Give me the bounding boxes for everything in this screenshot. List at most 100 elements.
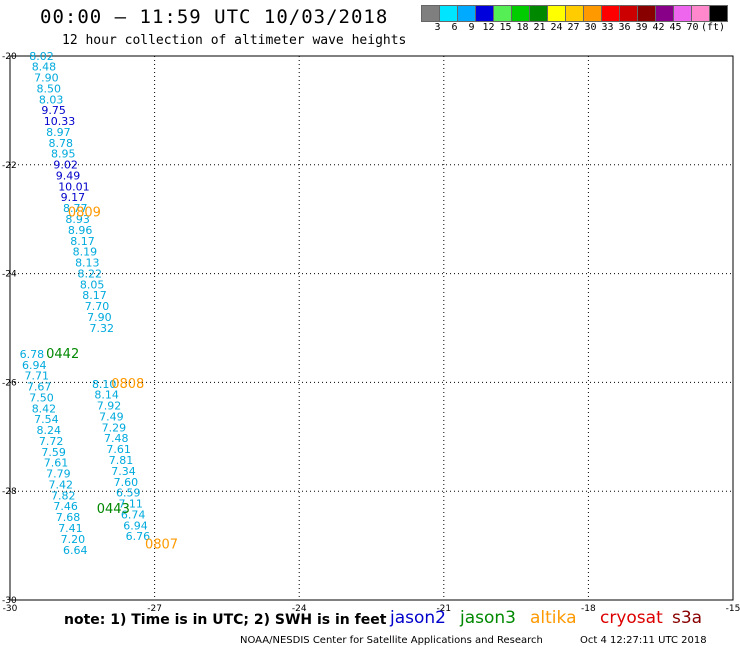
legend-label: 27: [567, 22, 580, 33]
wave-height-value: 6.78: [20, 348, 45, 361]
wave-height-value: 8.10: [92, 378, 117, 391]
legend-label: 18: [516, 22, 529, 33]
wave-height-value: 8.96: [68, 224, 93, 237]
wave-height-value: 8.48: [32, 61, 57, 74]
wave-height-value: 7.60: [114, 476, 139, 489]
legend-label: 21: [533, 22, 546, 33]
credit-text: NOAA/NESDIS Center for Satellite Applica…: [240, 635, 543, 646]
wave-height-value: 7.48: [104, 432, 128, 445]
credit-footer: NOAA/NESDIS Center for Satellite Applica…: [240, 635, 707, 646]
wave-height-value: 8.97: [46, 126, 71, 139]
pass-time-label: 0442: [46, 347, 79, 362]
wave-height-value: 6.76: [126, 530, 150, 543]
wave-height-value: 8.02: [29, 50, 53, 63]
map-title: 00:00 – 11:59 UTC 10/03/2018: [40, 6, 389, 28]
footnote: note: 1) Time is in UTC; 2) SWH is in fe…: [64, 612, 387, 628]
x-tick-label: -30: [3, 604, 18, 614]
y-tick-label: -20: [2, 52, 17, 62]
wave-height-value: 7.11: [118, 498, 143, 511]
wave-height-value: 8.93: [65, 213, 90, 226]
wave-height-value: 8.14: [94, 389, 119, 402]
wave-height-value: 9.17: [61, 191, 86, 204]
wave-height-value: 8.22: [77, 267, 102, 280]
wave-height-value: 7.50: [29, 391, 53, 404]
wave-height-value: 8.13: [75, 257, 100, 270]
generated-date: Oct 4 12:27:11 UTC 2018: [580, 635, 707, 646]
color-legend-labels: 3 6 9 12 15 18 21 24 27 30 33 36 39 42 45 70 (ft): [421, 22, 740, 36]
pass-time-label: 0443: [97, 502, 130, 517]
pass-time-label: 0809: [68, 205, 101, 220]
x-tick-label: -18: [581, 604, 596, 614]
wave-height-value: 8.17: [82, 289, 107, 302]
wave-height-value: 7.92: [97, 400, 122, 413]
satellite-label: s3a: [672, 608, 703, 628]
wave-height-value: 8.24: [37, 424, 62, 437]
wave-height-value: 7.79: [46, 468, 71, 481]
wave-height-value: 7.32: [90, 322, 115, 335]
wave-height-value: 9.49: [56, 169, 81, 182]
map-subtitle: 12 hour collection of altimeter wave hei…: [62, 33, 407, 48]
pass-time-label: 0808: [111, 377, 144, 392]
legend-label: 6: [451, 22, 458, 33]
wave-height-value: 6.64: [63, 544, 88, 557]
wave-height-value: 9.02: [53, 159, 78, 172]
wave-height-value: 6.94: [123, 519, 147, 532]
legend-label: 9: [468, 22, 475, 33]
legend-swatch: [709, 5, 728, 22]
wave-height-value: 7.61: [106, 443, 130, 456]
wave-height-value: 7.59: [41, 446, 66, 459]
legend-label: 36: [618, 22, 631, 33]
wave-height-value: 8.03: [39, 93, 64, 106]
wave-height-value: 7.49: [99, 410, 124, 423]
wave-height-value: 7.20: [61, 533, 86, 546]
legend-label: 30: [584, 22, 597, 33]
color-legend: [421, 5, 728, 22]
x-tick-label: -24: [292, 604, 307, 614]
legend-label: 45: [669, 22, 682, 33]
legend-label: 39: [635, 22, 648, 33]
wave-height-value: 8.95: [51, 148, 76, 161]
wave-height-value: 7.42: [49, 478, 73, 491]
legend-label: 42: [652, 22, 665, 33]
legend-label: 33: [601, 22, 614, 33]
x-tick-label: -15: [726, 604, 740, 614]
y-tick-label: -28: [2, 487, 17, 497]
wave-height-value: 7.71: [24, 370, 49, 383]
wave-height-value: 6.59: [116, 487, 141, 500]
map-frame: [9, 55, 734, 601]
wave-height-value: 8.42: [32, 402, 57, 415]
wave-height-value: 8.77: [63, 202, 88, 215]
wave-height-value: 7.46: [53, 500, 78, 513]
wave-height-value: 7.90: [87, 311, 112, 324]
wave-height-value: 7.70: [85, 300, 110, 313]
y-tick-label: -30: [2, 596, 17, 606]
legend-label: 70: [686, 22, 699, 33]
satellite-label: cryosat: [600, 608, 663, 628]
wave-height-value: 8.19: [73, 246, 98, 259]
y-tick-label: -26: [2, 378, 17, 388]
wave-height-value: 7.34: [111, 465, 136, 478]
satellite-label: jason2: [390, 608, 446, 628]
wave-height-value: 7.54: [34, 413, 59, 426]
wave-height-value: 10.33: [44, 115, 76, 128]
y-tick-label: -22: [2, 161, 17, 171]
wave-height-value: 8.05: [80, 278, 105, 291]
legend-label: 12: [482, 22, 495, 33]
wave-height-value: 7.41: [58, 522, 82, 535]
legend-label: (ft): [701, 22, 726, 33]
x-tick-label: -21: [436, 604, 451, 614]
wave-height-value: 8.50: [37, 82, 62, 95]
legend-label: 15: [499, 22, 512, 33]
wave-height-value: 6.74: [121, 508, 146, 521]
pass-time-label: 0807: [145, 537, 178, 552]
wave-height-value: 7.29: [102, 421, 127, 434]
satellite-label: jason3: [460, 608, 516, 628]
wave-height-value: 8.78: [49, 137, 73, 150]
y-tick-label: -24: [2, 270, 17, 280]
wave-height-value: 8.17: [70, 235, 95, 248]
wave-height-value: 9.75: [41, 104, 66, 117]
satellite-label: altika: [530, 608, 577, 628]
wave-height-value: 7.67: [27, 381, 52, 394]
wave-height-value: 7.82: [51, 489, 76, 502]
